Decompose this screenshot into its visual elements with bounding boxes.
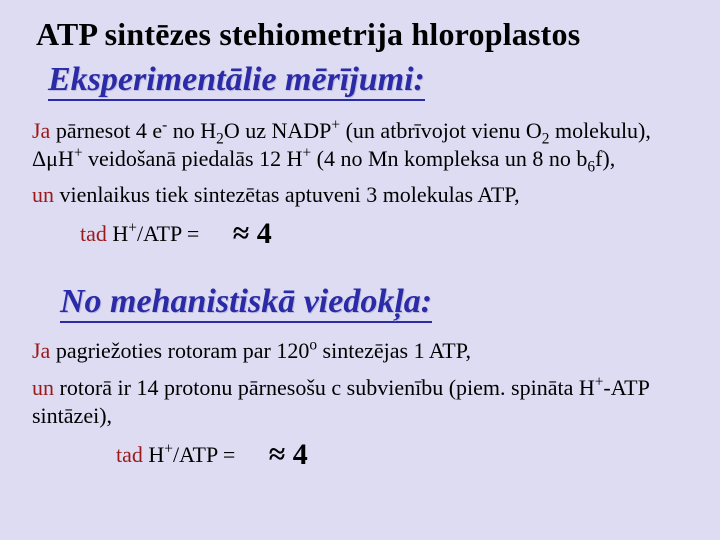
equation-2: tad H+/ATP = ≈ 4 [116,438,696,472]
page-title: ATP sintēzes stehiometrija hloroplastos [36,16,696,53]
para-2: un vienlaikus tiek sintezētas aptuveni 3… [32,181,692,209]
section2-heading: No mehanistiskā viedokļa: [60,283,432,323]
section1-heading-wrap: Eksperimentālie mērījumi: [28,59,696,111]
section1-heading: Eksperimentālie mērījumi: [48,61,425,101]
equation-1-value: ≈ 4 [233,217,272,251]
para-3: Ja pagriežoties rotoram par 120o sintezē… [32,337,692,365]
para-4: un rotorā ir 14 protonu pārnesošu c subv… [32,374,692,430]
slide-container: ATP sintēzes stehiometrija hloroplastos … [0,0,720,540]
section2-heading-wrap: No mehanistiskā viedokļa: [28,269,696,331]
equation-1: tad H+/ATP = ≈ 4 [80,217,696,251]
para-1: Ja pārnesot 4 e- no H2O uz NADP+ (un atb… [32,117,692,173]
equation-1-label: tad H+/ATP = [80,221,199,247]
equation-2-label: tad H+/ATP = [116,442,235,468]
equation-2-value: ≈ 4 [269,438,308,472]
